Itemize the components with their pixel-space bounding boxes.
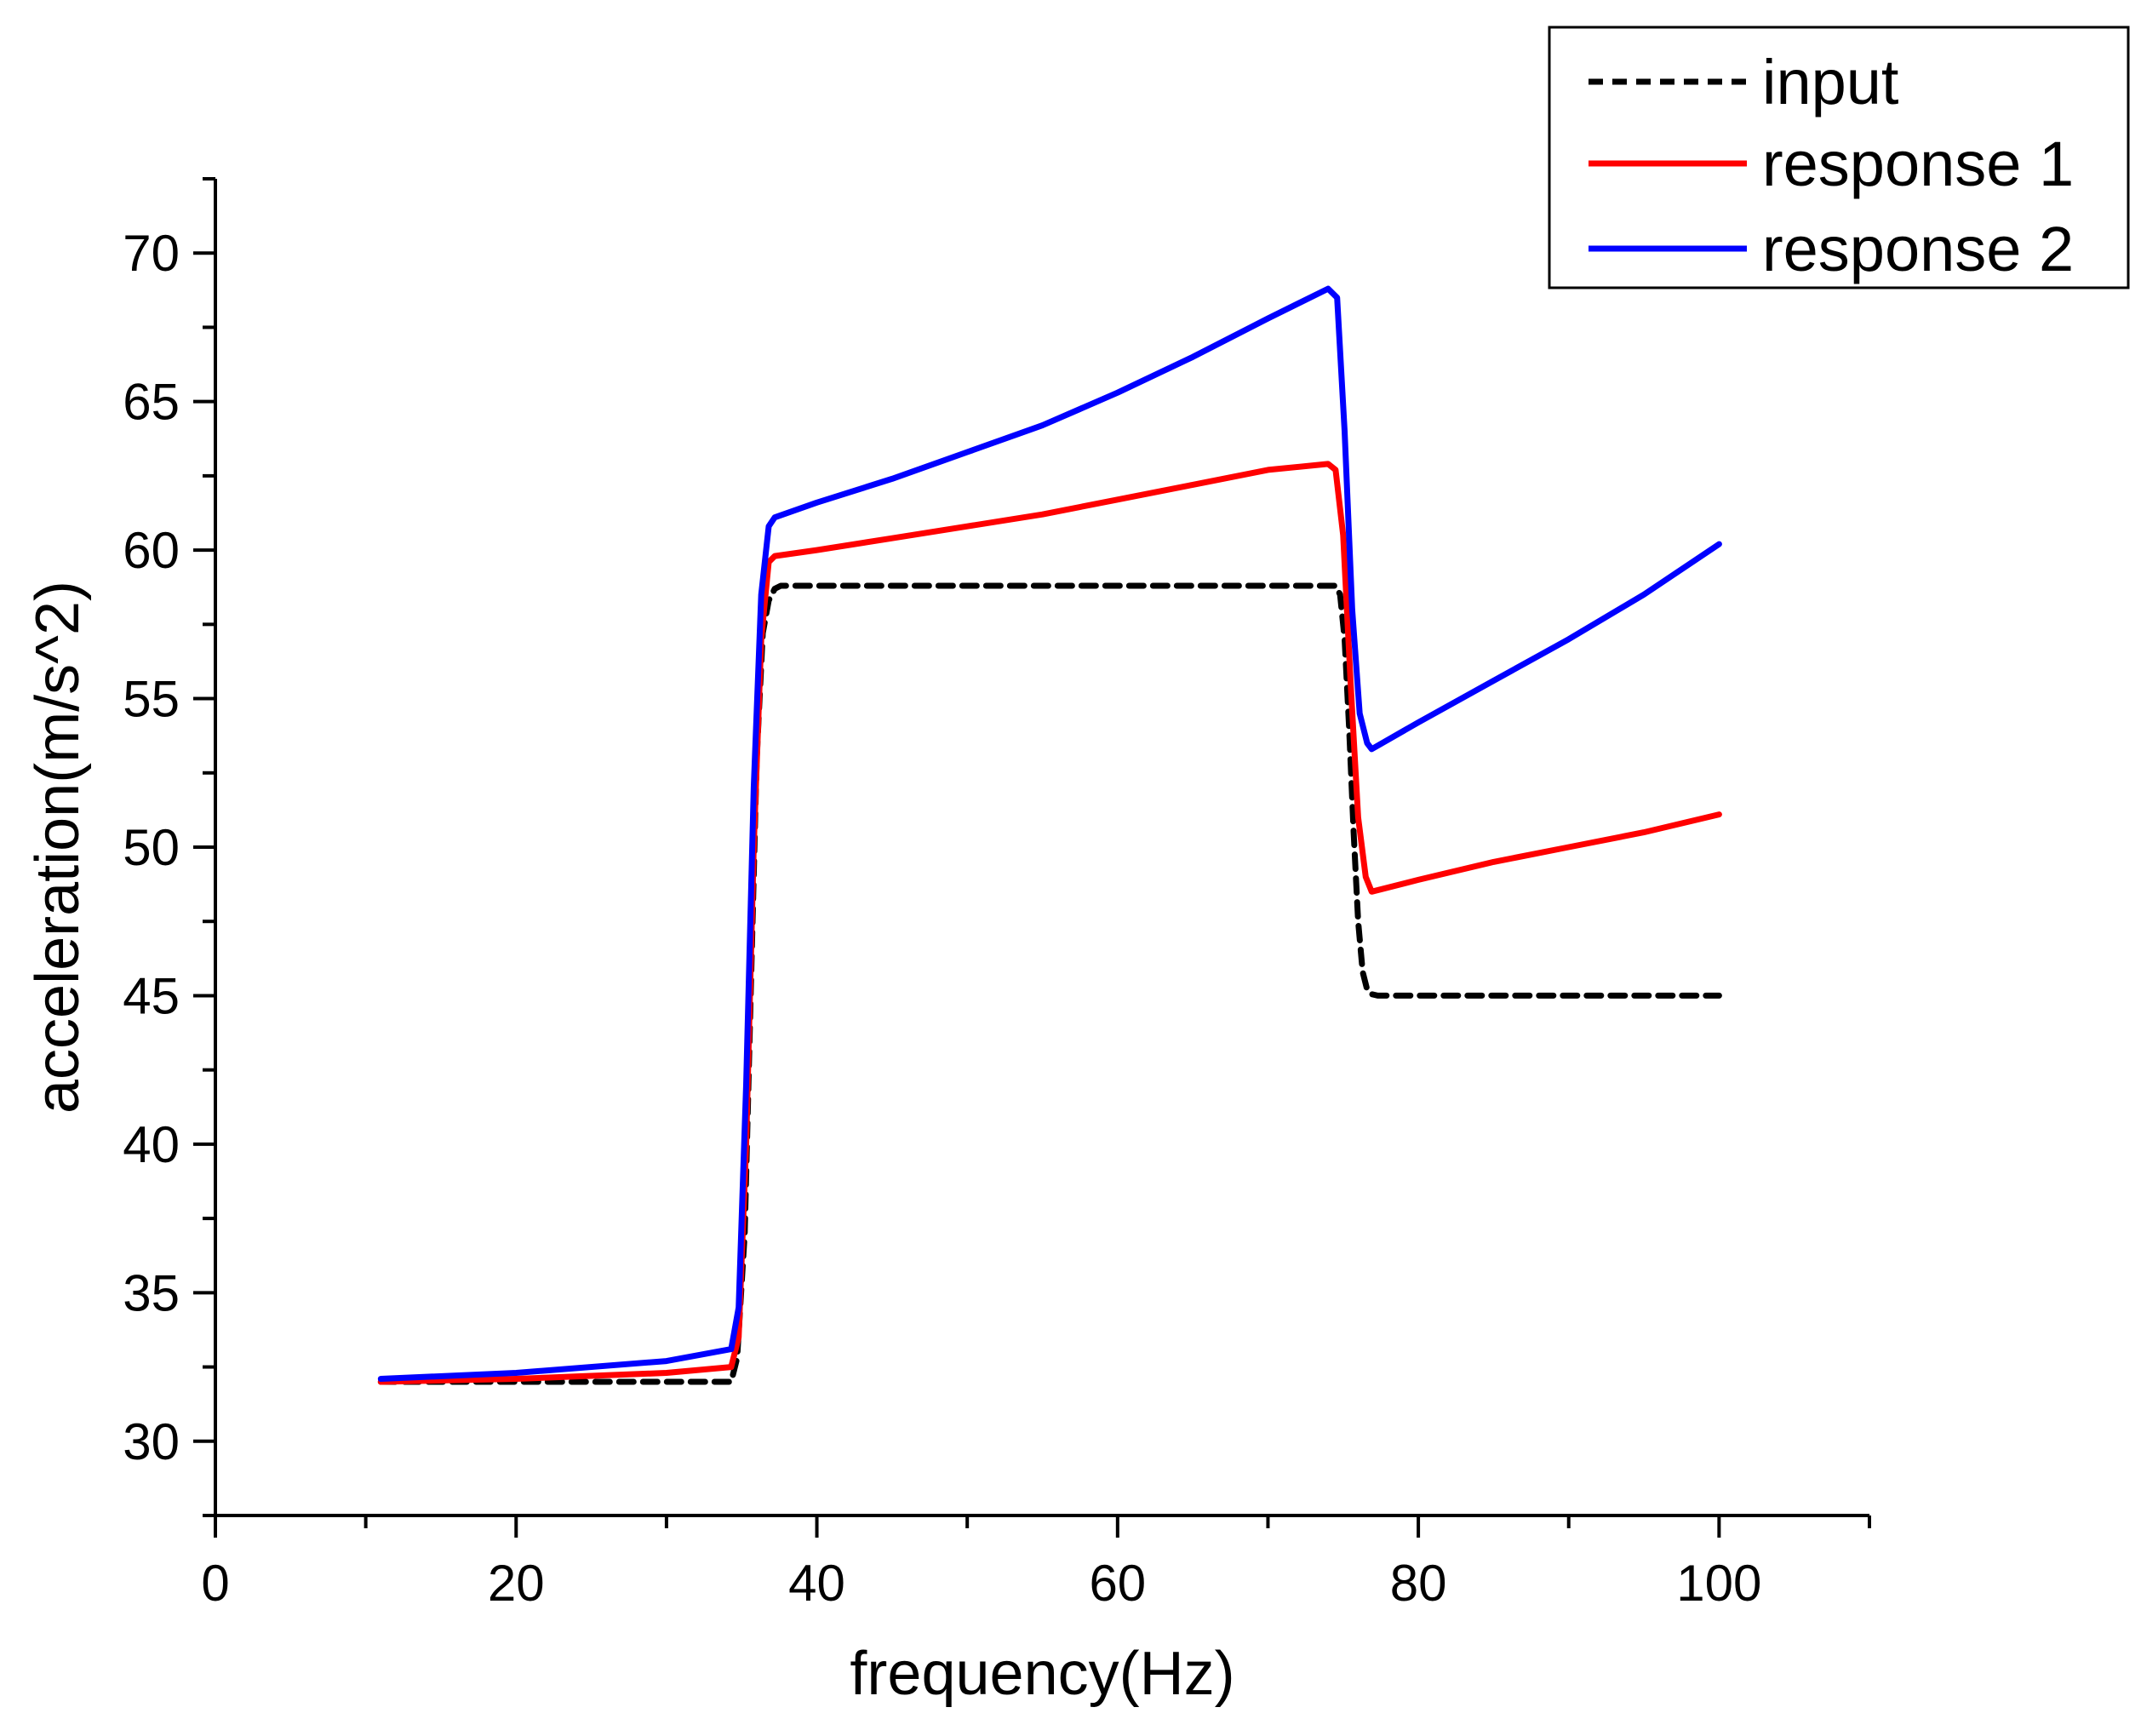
y-tick-label: 70	[123, 225, 180, 282]
legend-items: input response 1 response 2	[1589, 47, 2074, 284]
x-tick-label: 60	[1089, 1555, 1146, 1612]
y-tick-label: 50	[123, 819, 180, 876]
legend-label: response 2	[1762, 214, 2074, 284]
plot-area: 30 35 40 45 50 55 60 65 70 0 20 40 60 80 100	[123, 177, 1871, 1612]
x-axis-ticks: 0 20 40 60 80 100	[201, 1515, 1871, 1612]
legend-item-input: input	[1589, 47, 1899, 117]
series-line-response-2	[377, 285, 1722, 1382]
x-tick-label: 80	[1390, 1555, 1447, 1612]
x-tick-label: 100	[1676, 1555, 1761, 1612]
y-axis-title: acceleration(m/s^2)	[24, 581, 92, 1114]
series-layer	[377, 285, 1722, 1385]
x-tick-label: 40	[788, 1555, 845, 1612]
legend-box	[1548, 26, 2130, 289]
y-tick-label: 55	[123, 671, 180, 728]
y-tick-label: 35	[123, 1264, 180, 1321]
series-line-input	[377, 582, 1722, 1385]
series-line-response-1	[377, 461, 1722, 1385]
legend: input response 1 response 2	[1548, 26, 2130, 289]
y-tick-label: 45	[123, 967, 180, 1024]
y-tick-label: 30	[123, 1413, 180, 1470]
legend-item-response-2: response 2	[1589, 214, 2074, 284]
x-tick-label: 0	[201, 1555, 229, 1612]
legend-label: input	[1762, 47, 1899, 117]
y-tick-label: 60	[123, 522, 180, 579]
legend-item-response-1: response 1	[1589, 129, 2074, 199]
y-tick-label: 65	[123, 374, 180, 431]
y-tick-label: 40	[123, 1116, 180, 1173]
x-tick-label: 20	[488, 1555, 545, 1612]
y-axis-ticks: 30 35 40 45 50 55 60 65 70	[123, 177, 215, 1517]
x-axis-title: frequency(Hz)	[850, 1640, 1234, 1708]
legend-label: response 1	[1762, 129, 2074, 199]
